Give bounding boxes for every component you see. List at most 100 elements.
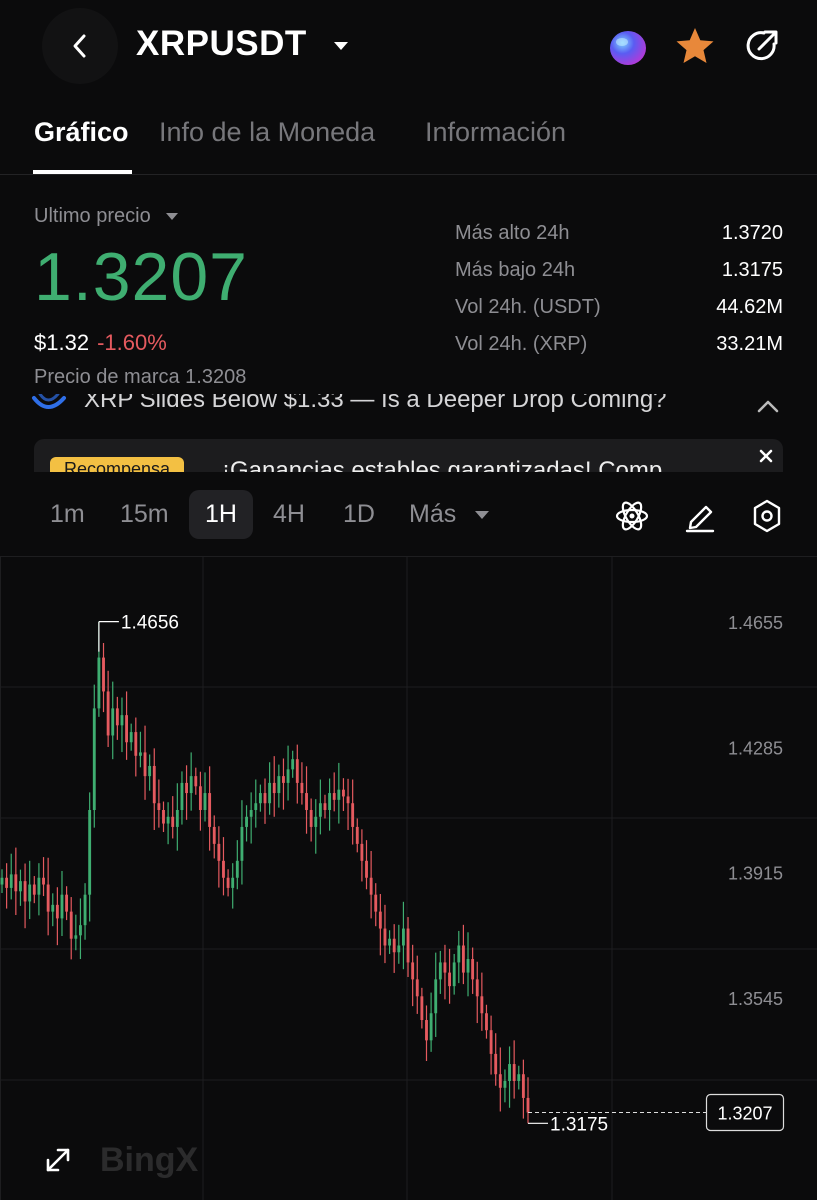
candle-body — [258, 793, 262, 804]
candle-body — [369, 877, 373, 895]
candle-body — [129, 732, 133, 743]
back-button[interactable] — [42, 8, 118, 84]
candle-body — [226, 877, 230, 888]
candle-body — [83, 894, 87, 926]
candle-body — [448, 972, 451, 987]
candle-body — [314, 816, 318, 827]
candle-body — [328, 793, 332, 810]
candle-body — [443, 962, 447, 973]
candle-body — [198, 786, 202, 810]
candle-body — [231, 877, 235, 888]
stat-value: 44.62M — [716, 296, 783, 318]
candle-body — [249, 810, 253, 817]
candle-body — [401, 928, 405, 946]
price-chart[interactable]: BingX 1.4655 1.4285 1.3915 1.3545 1.4656 1.3… — [0, 556, 817, 1200]
candle-body — [189, 776, 193, 794]
draw-pencil-icon[interactable] — [683, 498, 717, 534]
chevron-up-icon[interactable] — [756, 398, 780, 414]
tab-informacion[interactable]: Información — [425, 117, 567, 147]
share-icon[interactable] — [744, 26, 782, 66]
candle-body — [332, 793, 336, 800]
stat-row: Vol 24h. (XRP) 33.21M — [455, 333, 783, 370]
candle-body — [272, 782, 276, 794]
candle-body — [425, 1020, 428, 1041]
timeframe-bar: 1m 15m 1H 4H 1D Más — [0, 488, 817, 544]
news-headline[interactable]: XRP Slides Below $1.33 — Is a Deeper Dro… — [84, 394, 667, 413]
candle-body — [406, 928, 410, 963]
chart-grid — [0, 556, 817, 1200]
stat-value: 1.3720 — [721, 222, 783, 244]
caret-down-icon — [165, 213, 178, 220]
bingx-watermark: BingX — [100, 1141, 199, 1179]
active-tab-indicator — [33, 170, 132, 174]
tf-1m[interactable]: 1m — [50, 500, 85, 528]
candle-body — [355, 826, 359, 844]
last-price-selector[interactable]: Ultimo precio — [34, 205, 248, 228]
candle-body — [185, 782, 188, 794]
indicators-atom-icon[interactable] — [614, 498, 650, 534]
stat-row: Vol 24h. (USDT) 44.62M — [455, 296, 783, 333]
candle-body — [517, 1074, 521, 1081]
candles — [0, 621, 530, 1124]
candle-body — [365, 860, 368, 878]
news-ticker[interactable]: XRP Slides Below $1.33 — Is a Deeper Dro… — [30, 394, 790, 422]
candle-body — [378, 911, 382, 929]
settings-hexagon-icon[interactable] — [750, 498, 784, 534]
candle-body — [148, 765, 152, 777]
tf-4h[interactable]: 4H — [273, 500, 305, 528]
candle-body — [102, 657, 105, 692]
fullscreen-icon[interactable] — [46, 1148, 70, 1172]
candle-body — [74, 935, 78, 939]
candle-body — [452, 962, 456, 987]
candle-body — [374, 894, 378, 912]
candle-body — [9, 874, 13, 888]
candle-body — [37, 877, 41, 895]
candle-body — [235, 860, 239, 878]
candle-body — [461, 945, 465, 973]
caret-down-icon[interactable] — [332, 40, 350, 52]
promo-badge: Recompensa — [50, 457, 185, 472]
y-axis: 1.4655 1.4285 1.3915 1.3545 — [728, 613, 783, 1009]
tf-15m[interactable]: 15m — [120, 500, 169, 528]
candle-body — [171, 816, 175, 827]
close-icon[interactable] — [755, 445, 777, 467]
caret-down-icon[interactable] — [474, 510, 490, 520]
stat-label: Vol 24h. (XRP) — [455, 333, 588, 355]
candle-body — [420, 996, 424, 1021]
tf-1h[interactable]: 1H — [189, 490, 253, 539]
y-tick-label: 1.3545 — [728, 989, 783, 1009]
tf-more[interactable]: Más — [409, 500, 457, 528]
candle-body — [466, 959, 470, 973]
candle-body — [434, 979, 438, 1014]
candle-body — [337, 789, 341, 800]
candlestick-chart[interactable]: BingX 1.4655 1.4285 1.3915 1.3545 1.4656 1.3… — [0, 556, 817, 1200]
candle-body — [134, 732, 138, 756]
candle-body — [480, 996, 484, 1014]
candle-body — [125, 715, 129, 743]
promo-banner[interactable]: Recompensa ¡Ganancias estables garantiza… — [34, 439, 783, 472]
candle-body — [42, 877, 45, 885]
candle-body — [55, 904, 59, 919]
ai-orb-icon[interactable] — [607, 27, 649, 69]
candle-body — [203, 793, 207, 810]
candle-body — [254, 803, 258, 810]
candle-body — [79, 925, 82, 936]
candle-body — [19, 881, 22, 892]
candle-body — [106, 691, 110, 736]
candle-body — [351, 803, 355, 827]
candle-body — [277, 776, 281, 794]
current-price-label: 1.3207 — [717, 1103, 772, 1123]
tf-1d[interactable]: 1D — [343, 500, 375, 528]
candle-body — [392, 938, 396, 953]
tab-grafico[interactable]: Gráfico — [34, 117, 129, 147]
favorite-star-icon[interactable] — [674, 25, 716, 67]
last-price-value: 1.3207 — [34, 239, 248, 315]
candle-body — [152, 765, 156, 804]
symbol-title[interactable]: XRPUSDT — [136, 24, 307, 63]
stat-label: Vol 24h. (USDT) — [455, 296, 601, 318]
tab-info-moneda[interactable]: Info de la Moneda — [159, 117, 376, 147]
price-markers: 1.4656 1.3175 1.3207 — [98, 613, 785, 1135]
candle-body — [28, 884, 32, 902]
y-tick-label: 1.4655 — [728, 613, 783, 633]
news-logo-icon — [32, 394, 66, 409]
